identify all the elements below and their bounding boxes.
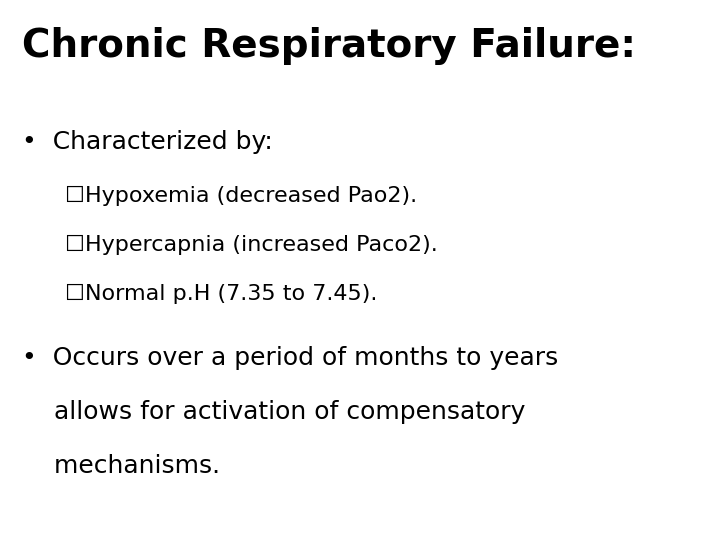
Text: ☐Hypercapnia (increased Paco2).: ☐Hypercapnia (increased Paco2). [65,235,438,255]
Text: allows for activation of compensatory: allows for activation of compensatory [22,400,525,423]
Text: •  Occurs over a period of months to years: • Occurs over a period of months to year… [22,346,558,369]
Text: Chronic Respiratory Failure:: Chronic Respiratory Failure: [22,27,636,65]
Text: •  Characterized by:: • Characterized by: [22,130,272,153]
Text: ☐Normal p.H (7.35 to 7.45).: ☐Normal p.H (7.35 to 7.45). [65,284,377,303]
Text: mechanisms.: mechanisms. [22,454,220,477]
Text: ☐Hypoxemia (decreased Pao2).: ☐Hypoxemia (decreased Pao2). [65,186,417,206]
